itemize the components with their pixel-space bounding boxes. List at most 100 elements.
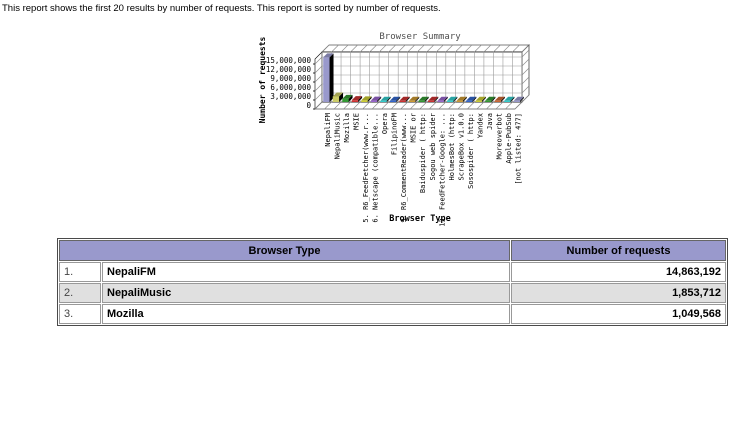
- bar-side: [329, 53, 334, 102]
- x-tick-label: Java: [486, 113, 494, 130]
- x-axis-title: Browser Type: [389, 214, 450, 224]
- floor-hatch: [505, 101, 513, 110]
- x-tick-label: 5. R6_FeedFetcher(www.r...: [362, 113, 370, 223]
- bar-top: [342, 94, 353, 99]
- y-tick-label: 3,000,000: [270, 92, 311, 101]
- roof-hatch: [350, 44, 358, 53]
- bar-top: [408, 96, 420, 101]
- chart-roof: [321, 44, 530, 53]
- requests-cell: 14,863,192: [511, 262, 726, 282]
- floor-hatch: [495, 101, 504, 110]
- roof-hatch: [445, 44, 454, 53]
- floor-hatch: [514, 101, 523, 110]
- bar: [418, 100, 425, 102]
- roof-hatch: [359, 44, 368, 53]
- bar-top: [399, 96, 410, 101]
- wall-hatch: [314, 56, 323, 65]
- floor-hatch: [429, 101, 437, 110]
- roof-hatch: [483, 44, 492, 53]
- floor-hatch: [467, 101, 475, 110]
- x-tick-label: Baiduspider ( http:: [419, 113, 427, 193]
- bar-side: [348, 94, 353, 102]
- roof-hatch: [340, 44, 349, 53]
- floor-hatch: [476, 101, 485, 110]
- bar-top: [456, 96, 467, 101]
- report-description: This report shows the first 20 results b…: [2, 3, 441, 14]
- bar: [342, 98, 349, 102]
- roof-hatch: [417, 44, 425, 53]
- wall-hatch: [314, 92, 323, 101]
- bar-top: [447, 96, 458, 101]
- bar-top: [380, 96, 391, 101]
- floor-hatch: [381, 101, 389, 110]
- bar: [513, 100, 520, 102]
- bar: [399, 100, 406, 102]
- rank-cell: 3.: [59, 304, 101, 324]
- rank-cell: 2.: [59, 283, 101, 303]
- bar-side: [405, 96, 410, 102]
- bar-side: [367, 96, 372, 102]
- bar-side: [358, 96, 363, 102]
- bar-top: [466, 96, 477, 101]
- x-tick-label: NepaliFM: [324, 113, 332, 147]
- chart-floor: [314, 101, 523, 110]
- col-header-number-of-requests: Number of requests: [511, 240, 726, 261]
- bar-top: [323, 53, 334, 58]
- browser-name-cell: NepaliMusic: [102, 283, 510, 303]
- floor-hatch: [390, 101, 399, 110]
- wall-hatch: [314, 74, 323, 83]
- results-table-container: Browser Type Number of requests 1. Nepali…: [57, 238, 728, 326]
- y-tick-label: 6,000,000: [270, 83, 311, 92]
- x-tick-label: Opera: [381, 113, 389, 134]
- bar-side: [453, 96, 458, 102]
- bar-top: [504, 96, 515, 101]
- floor-hatch: [333, 101, 342, 110]
- col-header-browser-type: Browser Type: [59, 240, 510, 261]
- y-tick-label: 9,000,000: [270, 74, 311, 83]
- bar: [447, 100, 454, 102]
- browser-name-cell: Mozilla: [102, 304, 510, 324]
- results-table: Browser Type Number of requests 1. Nepali…: [57, 238, 728, 326]
- x-tick-label: Sosospider ( http:: [467, 113, 475, 189]
- wall-hatch: [314, 101, 323, 110]
- floor-hatch: [448, 101, 456, 110]
- bar: [361, 100, 368, 102]
- bar: [494, 100, 501, 102]
- x-tick-label: Sogou web spider: [429, 113, 437, 180]
- x-tick-label: Apple-PubSub: [505, 113, 513, 164]
- bar-top: [389, 96, 401, 101]
- bar-top: [370, 96, 382, 101]
- floor-hatch: [438, 101, 447, 110]
- wall-hatch: [521, 58, 530, 67]
- bar-top: [351, 96, 363, 101]
- bar: [351, 100, 359, 102]
- bar: [504, 100, 511, 102]
- bar-top: [437, 96, 448, 101]
- bar: [380, 100, 387, 102]
- floor-hatch: [419, 101, 427, 110]
- table-row: 3. Mozilla 1,049,568: [59, 304, 726, 324]
- x-tick-label: MSIE or: [410, 113, 418, 143]
- bar-side: [481, 96, 486, 102]
- floor-hatch: [352, 101, 361, 110]
- floor-hatch: [362, 101, 370, 110]
- bar: [389, 100, 397, 102]
- bar: [437, 100, 444, 102]
- browser-name-cell: NepaliFM: [102, 262, 510, 282]
- bar: [466, 100, 473, 102]
- floor-hatch: [371, 101, 380, 110]
- bar: [370, 100, 378, 102]
- floor-hatch: [486, 101, 494, 110]
- bar-top: [427, 96, 439, 101]
- bar-side: [510, 96, 515, 102]
- bar: [427, 100, 435, 102]
- roof-hatch: [464, 44, 473, 53]
- bar-side: [491, 96, 496, 102]
- x-tick-label: MSIE: [353, 113, 361, 130]
- roof-hatch: [378, 44, 387, 53]
- x-tick-label: 9. R6_CommentReader(www...: [400, 113, 408, 223]
- wall-hatch: [521, 85, 530, 94]
- bar-side: [339, 92, 344, 102]
- wall-hatch: [521, 67, 530, 76]
